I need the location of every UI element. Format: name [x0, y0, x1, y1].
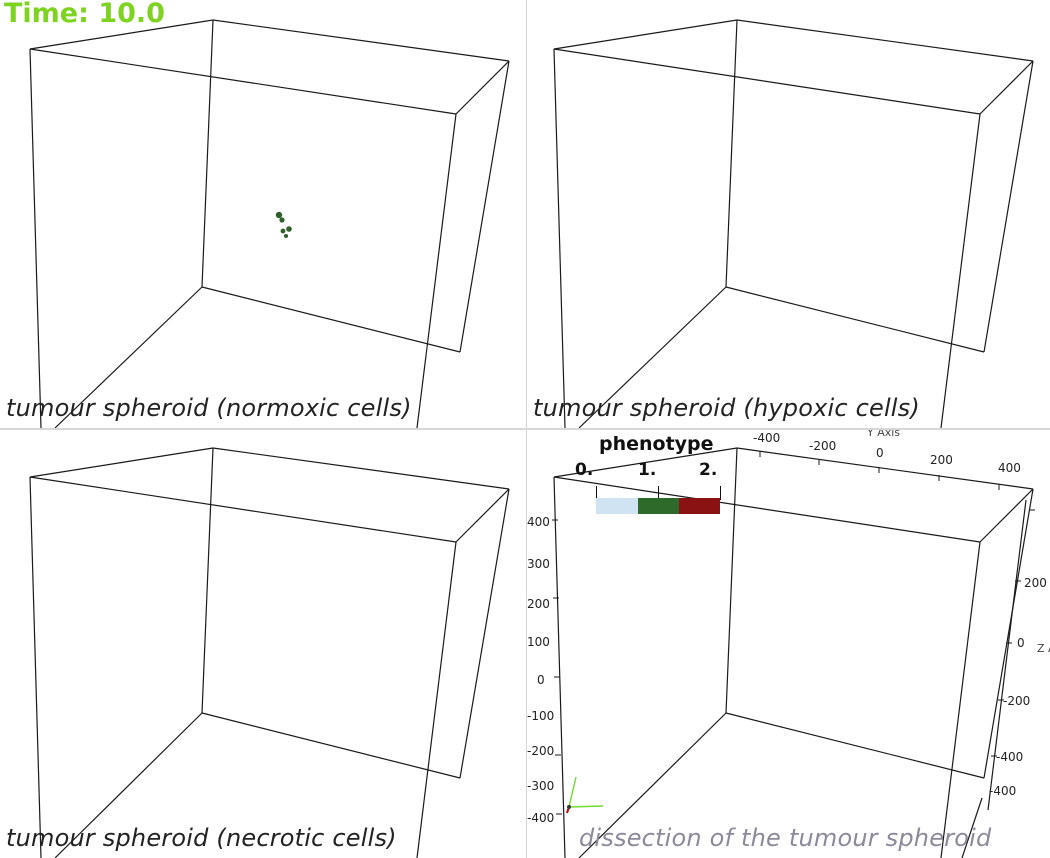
legend-title: phenotype [599, 433, 714, 455]
left-tick: -400 [527, 811, 554, 825]
cell [280, 228, 286, 234]
cell [286, 226, 292, 232]
z-tick: -200 [1003, 694, 1030, 708]
legend-color-swatch [596, 498, 638, 514]
viewport-necrotic[interactable]: tumour spheroid (necrotic cells) [0, 430, 526, 858]
z-tick: 0 [1017, 636, 1025, 650]
legend-tick-label: 0. [575, 460, 594, 480]
y-tick: -400 [753, 431, 780, 445]
left-tick: 300 [527, 557, 550, 571]
z-tick: -400 [996, 750, 1023, 764]
legend-tick-mark [658, 486, 659, 500]
viewport-hypoxic[interactable]: tumour spheroid (hypoxic cells) [527, 0, 1050, 428]
cell [279, 217, 285, 223]
left-tick: 0 [537, 673, 545, 687]
orientation-axes-widget [566, 776, 604, 814]
viewport-caption: tumour spheroid (necrotic cells) [6, 824, 397, 852]
left-tick: 200 [527, 597, 550, 611]
y-tick: 0 [876, 446, 884, 460]
viewport-dissection[interactable]: Y Axis -400 -200 0 200 400 400 300 200 1… [527, 430, 1050, 858]
viewport-divider-horizontal[interactable] [0, 428, 1050, 430]
y-tick: -200 [809, 439, 836, 453]
y-axis-ticks: -400 -200 0 200 400 [753, 431, 1021, 475]
cell [275, 211, 283, 219]
y-tick: 200 [930, 453, 953, 467]
left-tick: -100 [527, 709, 554, 723]
z-axis-title: Z A [1037, 642, 1050, 655]
legend-color-swatch [679, 498, 720, 514]
cell [284, 234, 288, 238]
y-axis-title: Y Axis [866, 430, 900, 439]
left-tick: 400 [527, 515, 550, 529]
bounding-box-wireframe [29, 19, 510, 428]
legend-tick-mark [596, 486, 597, 500]
legend-tick-label: 1. [638, 460, 657, 480]
z-tick: -400 [989, 784, 1016, 798]
bounding-box-with-axes: Y Axis -400 -200 0 200 400 400 300 200 1… [527, 430, 1050, 858]
legend-tick-mark [720, 486, 721, 500]
bounding-box-wireframe [29, 447, 510, 858]
y-tick: 400 [998, 461, 1021, 475]
legend-tick-label: 2. [699, 460, 718, 480]
viewport-caption: tumour spheroid (normoxic cells) [6, 394, 412, 422]
phenotype-legend: phenotype 0. 1. 2. [527, 430, 747, 520]
bounding-box-wireframe [553, 19, 1034, 428]
time-label: Time: 10.0 [4, 0, 165, 29]
viewport-caption: dissection of the tumour spheroid [579, 824, 992, 852]
z-axis-ticks: 200 0 -200 -400 -400 [989, 576, 1047, 798]
left-axis-ticks: 400 300 200 100 0 -100 -200 -300 -400 [527, 515, 554, 825]
left-tick: -300 [527, 779, 554, 793]
legend-color-swatch [638, 498, 679, 514]
left-tick: -200 [527, 744, 554, 758]
viewport-caption: tumour spheroid (hypoxic cells) [533, 394, 920, 422]
viewport-normoxic[interactable]: Time: 10.0 tumour spheroid (normoxic cel… [0, 0, 526, 428]
z-tick: 200 [1024, 576, 1047, 590]
normoxic-cells [275, 211, 292, 238]
left-tick: 100 [527, 635, 550, 649]
